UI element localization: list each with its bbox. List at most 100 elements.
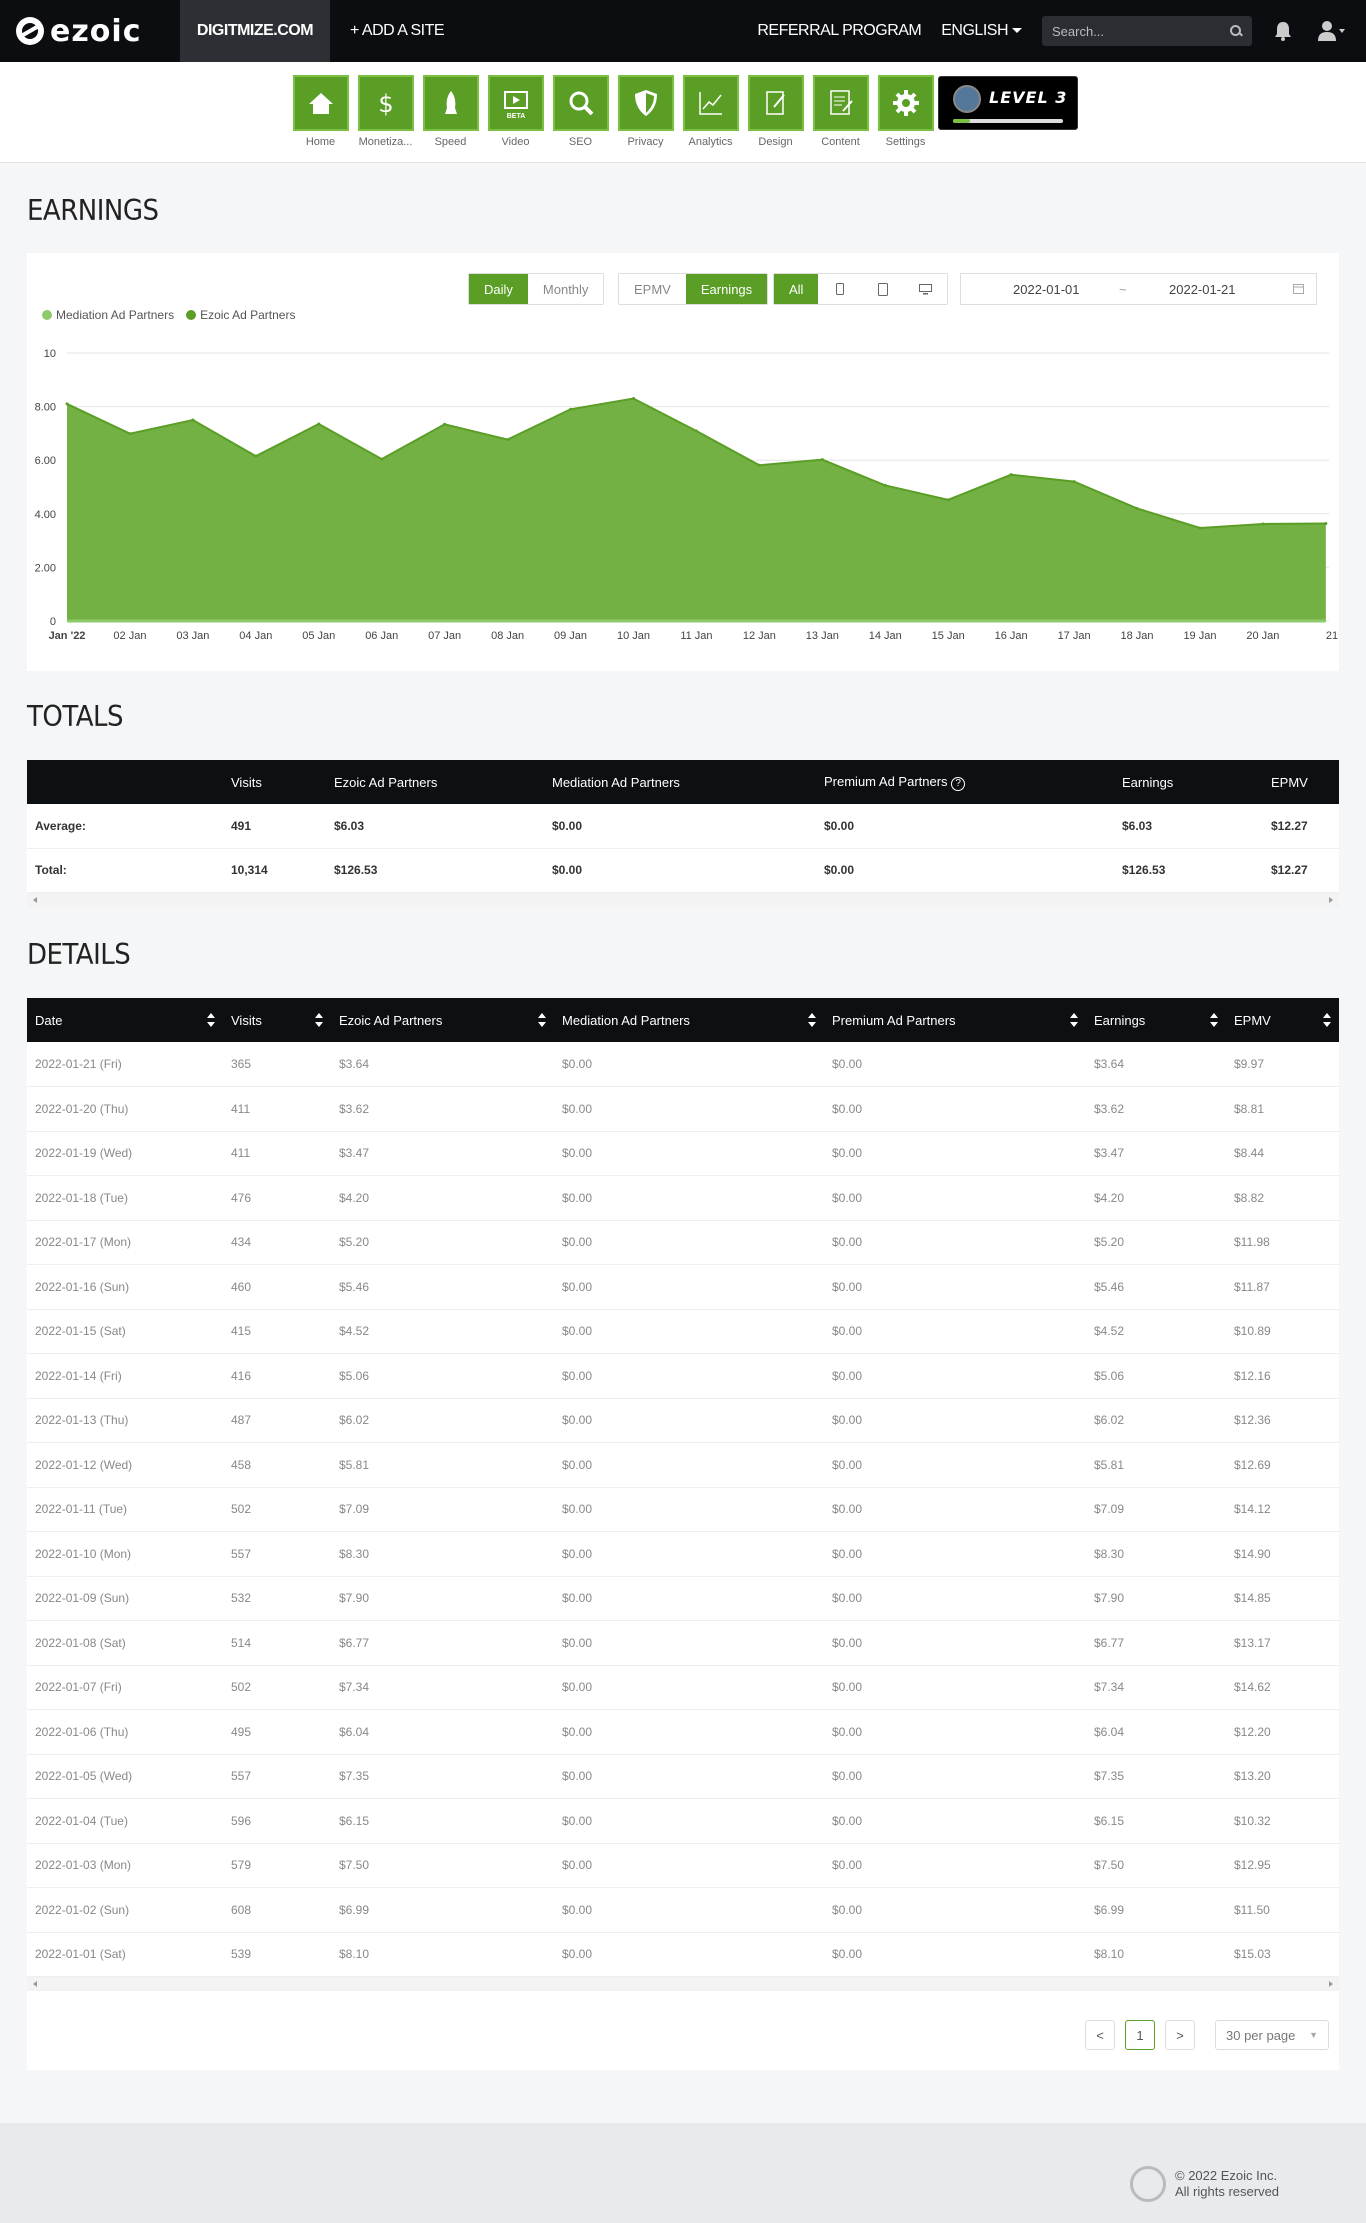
desktop-button[interactable] xyxy=(904,274,948,304)
nav-item-monetiza[interactable]: $ Monetiza... xyxy=(353,75,418,148)
column-header[interactable]: Earnings xyxy=(1086,998,1226,1042)
sort-icon[interactable] xyxy=(1323,1013,1331,1027)
nav-icon-box xyxy=(292,75,349,131)
sort-icon[interactable] xyxy=(207,1013,215,1027)
user-menu-icon[interactable] xyxy=(1318,20,1346,42)
table-cell: $12.95 xyxy=(1226,1843,1339,1888)
nav-label: Analytics xyxy=(688,136,733,148)
table-cell: $0.00 xyxy=(554,1709,824,1755)
column-header[interactable]: Premium Ad Partners xyxy=(824,998,1086,1042)
column-header[interactable]: Mediation Ad Partners xyxy=(554,998,824,1042)
column-header[interactable]: EPMV xyxy=(1226,998,1339,1042)
all-devices-button[interactable]: All xyxy=(774,274,819,304)
table-cell: 557 xyxy=(223,1754,331,1799)
table-cell: 416 xyxy=(223,1353,331,1399)
video-icon: BETA xyxy=(503,91,528,119)
nav-item-seo[interactable]: SEO xyxy=(548,75,613,148)
sort-icon[interactable] xyxy=(538,1013,546,1027)
prev-page-button[interactable]: < xyxy=(1085,2020,1115,2050)
table-cell: $7.90 xyxy=(1086,1576,1226,1621)
ezoic-logo[interactable]: ezoic xyxy=(0,0,180,62)
sort-icon[interactable] xyxy=(315,1013,323,1027)
epmv-button[interactable]: EPMV xyxy=(619,274,686,304)
nav-label: SEO xyxy=(568,136,593,148)
table-cell: $5.06 xyxy=(331,1353,554,1399)
table-cell: $5.81 xyxy=(331,1442,554,1488)
details-scrollbar[interactable] xyxy=(27,1977,1339,1991)
x-tick-label: 20 Jan xyxy=(1246,630,1279,642)
x-tick-label: 06 Jan xyxy=(365,630,398,642)
bell-icon[interactable] xyxy=(1274,21,1292,41)
date-end: 2022-01-21 xyxy=(1169,281,1236,297)
header-text: Ezoic Ad Partners xyxy=(339,1012,443,1028)
table-cell: $0.00 xyxy=(554,1398,824,1443)
nav-item-privacy[interactable]: Privacy xyxy=(613,75,678,148)
data-point xyxy=(1261,522,1265,526)
chevron-down-icon: ▼ xyxy=(1309,2030,1318,2040)
table-cell: $0.00 xyxy=(554,1086,824,1132)
help-icon[interactable]: ? xyxy=(951,776,966,791)
mobile-button[interactable] xyxy=(818,274,862,304)
legend-item-mediation[interactable]: Mediation Ad Partners xyxy=(42,308,174,322)
nav-item-analytics[interactable]: Analytics xyxy=(678,75,743,148)
scroll-right-icon xyxy=(1329,896,1333,903)
date-range-picker[interactable]: 2022-01-01 ~ 2022-01-21 xyxy=(960,273,1317,305)
totals-scrollbar[interactable] xyxy=(27,892,1339,907)
sort-icon[interactable] xyxy=(1210,1013,1218,1027)
sort-icon[interactable] xyxy=(1070,1013,1078,1027)
monthly-button[interactable]: Monthly xyxy=(527,274,604,304)
table-cell: $5.46 xyxy=(1086,1264,1226,1310)
next-page-button[interactable]: > xyxy=(1165,2020,1195,2050)
column-header[interactable]: Ezoic Ad Partners xyxy=(331,998,554,1042)
data-point xyxy=(191,418,195,422)
table-row: 2022-01-02 (Sun) 608 $6.99 $0.00 $0.00 $6.99 $… xyxy=(27,1887,1339,1933)
header-text: Earnings xyxy=(1094,1012,1146,1028)
add-site-link[interactable]: + ADD A SITE xyxy=(350,22,445,39)
table-cell: 596 xyxy=(223,1798,331,1844)
earnings-button[interactable]: Earnings xyxy=(685,274,768,304)
table-cell: $12.36 xyxy=(1226,1398,1339,1443)
table-cell: $13.20 xyxy=(1226,1754,1339,1799)
legend-item-ezoic[interactable]: Ezoic Ad Partners xyxy=(186,308,295,322)
magnifier-icon xyxy=(569,91,593,116)
table-cell: 502 xyxy=(223,1665,331,1710)
column-header[interactable]: Visits xyxy=(223,998,331,1042)
table-cell: $12.27 xyxy=(1263,848,1339,893)
table-row: Total: 10,314 $126.53 $0.00 $0.00 $126.53 $12.… xyxy=(27,848,1339,893)
area-ezoic-ad-partners xyxy=(67,398,1326,621)
table-cell: Total: xyxy=(27,848,223,893)
language-dropdown[interactable]: ENGLISH xyxy=(941,22,1022,40)
page-1-button[interactable]: 1 xyxy=(1125,2020,1155,2050)
nav-item-content[interactable]: Content xyxy=(808,75,873,148)
data-point xyxy=(1135,506,1139,510)
column-header[interactable]: Date xyxy=(27,998,223,1042)
table-cell: $0.00 xyxy=(554,1754,824,1799)
table-cell: 495 xyxy=(223,1709,331,1755)
nav-item-video[interactable]: BETA Video xyxy=(483,75,548,148)
tablet-button[interactable] xyxy=(861,274,905,304)
table-cell: $0.00 xyxy=(824,1798,1086,1844)
table-cell: $0.00 xyxy=(824,1754,1086,1799)
search-input[interactable] xyxy=(1052,23,1230,39)
table-cell: $0.00 xyxy=(824,1042,1086,1087)
site-selector[interactable]: DIGITMIZE.COM xyxy=(180,0,330,62)
per-page-select[interactable]: 30 per page ▼ xyxy=(1215,2020,1329,2050)
table-cell: $3.47 xyxy=(1086,1131,1226,1176)
data-point xyxy=(443,422,447,426)
chart-icon xyxy=(698,92,722,115)
nav-item-settings[interactable]: Settings xyxy=(873,75,938,148)
data-point xyxy=(128,432,132,436)
search-icon[interactable] xyxy=(1230,25,1242,37)
table-cell: $0.00 xyxy=(824,1442,1086,1488)
level-badge[interactable]: LEVEL 3 xyxy=(938,76,1078,130)
referral-program-link[interactable]: REFERRAL PROGRAM xyxy=(757,22,922,39)
nav-item-speed[interactable]: Speed xyxy=(418,75,483,148)
nav-item-home[interactable]: Home xyxy=(288,75,353,148)
nav-item-design[interactable]: Design xyxy=(743,75,808,148)
table-row: 2022-01-17 (Mon) 434 $5.20 $0.00 $0.00 $5.20 $… xyxy=(27,1220,1339,1265)
table-row: 2022-01-10 (Mon) 557 $8.30 $0.00 $0.00 $8.30 $… xyxy=(27,1531,1339,1577)
data-point xyxy=(1072,480,1076,484)
sort-icon[interactable] xyxy=(808,1013,816,1027)
table-cell: 2022-01-21 (Fri) xyxy=(27,1042,223,1087)
daily-button[interactable]: Daily xyxy=(469,274,528,304)
